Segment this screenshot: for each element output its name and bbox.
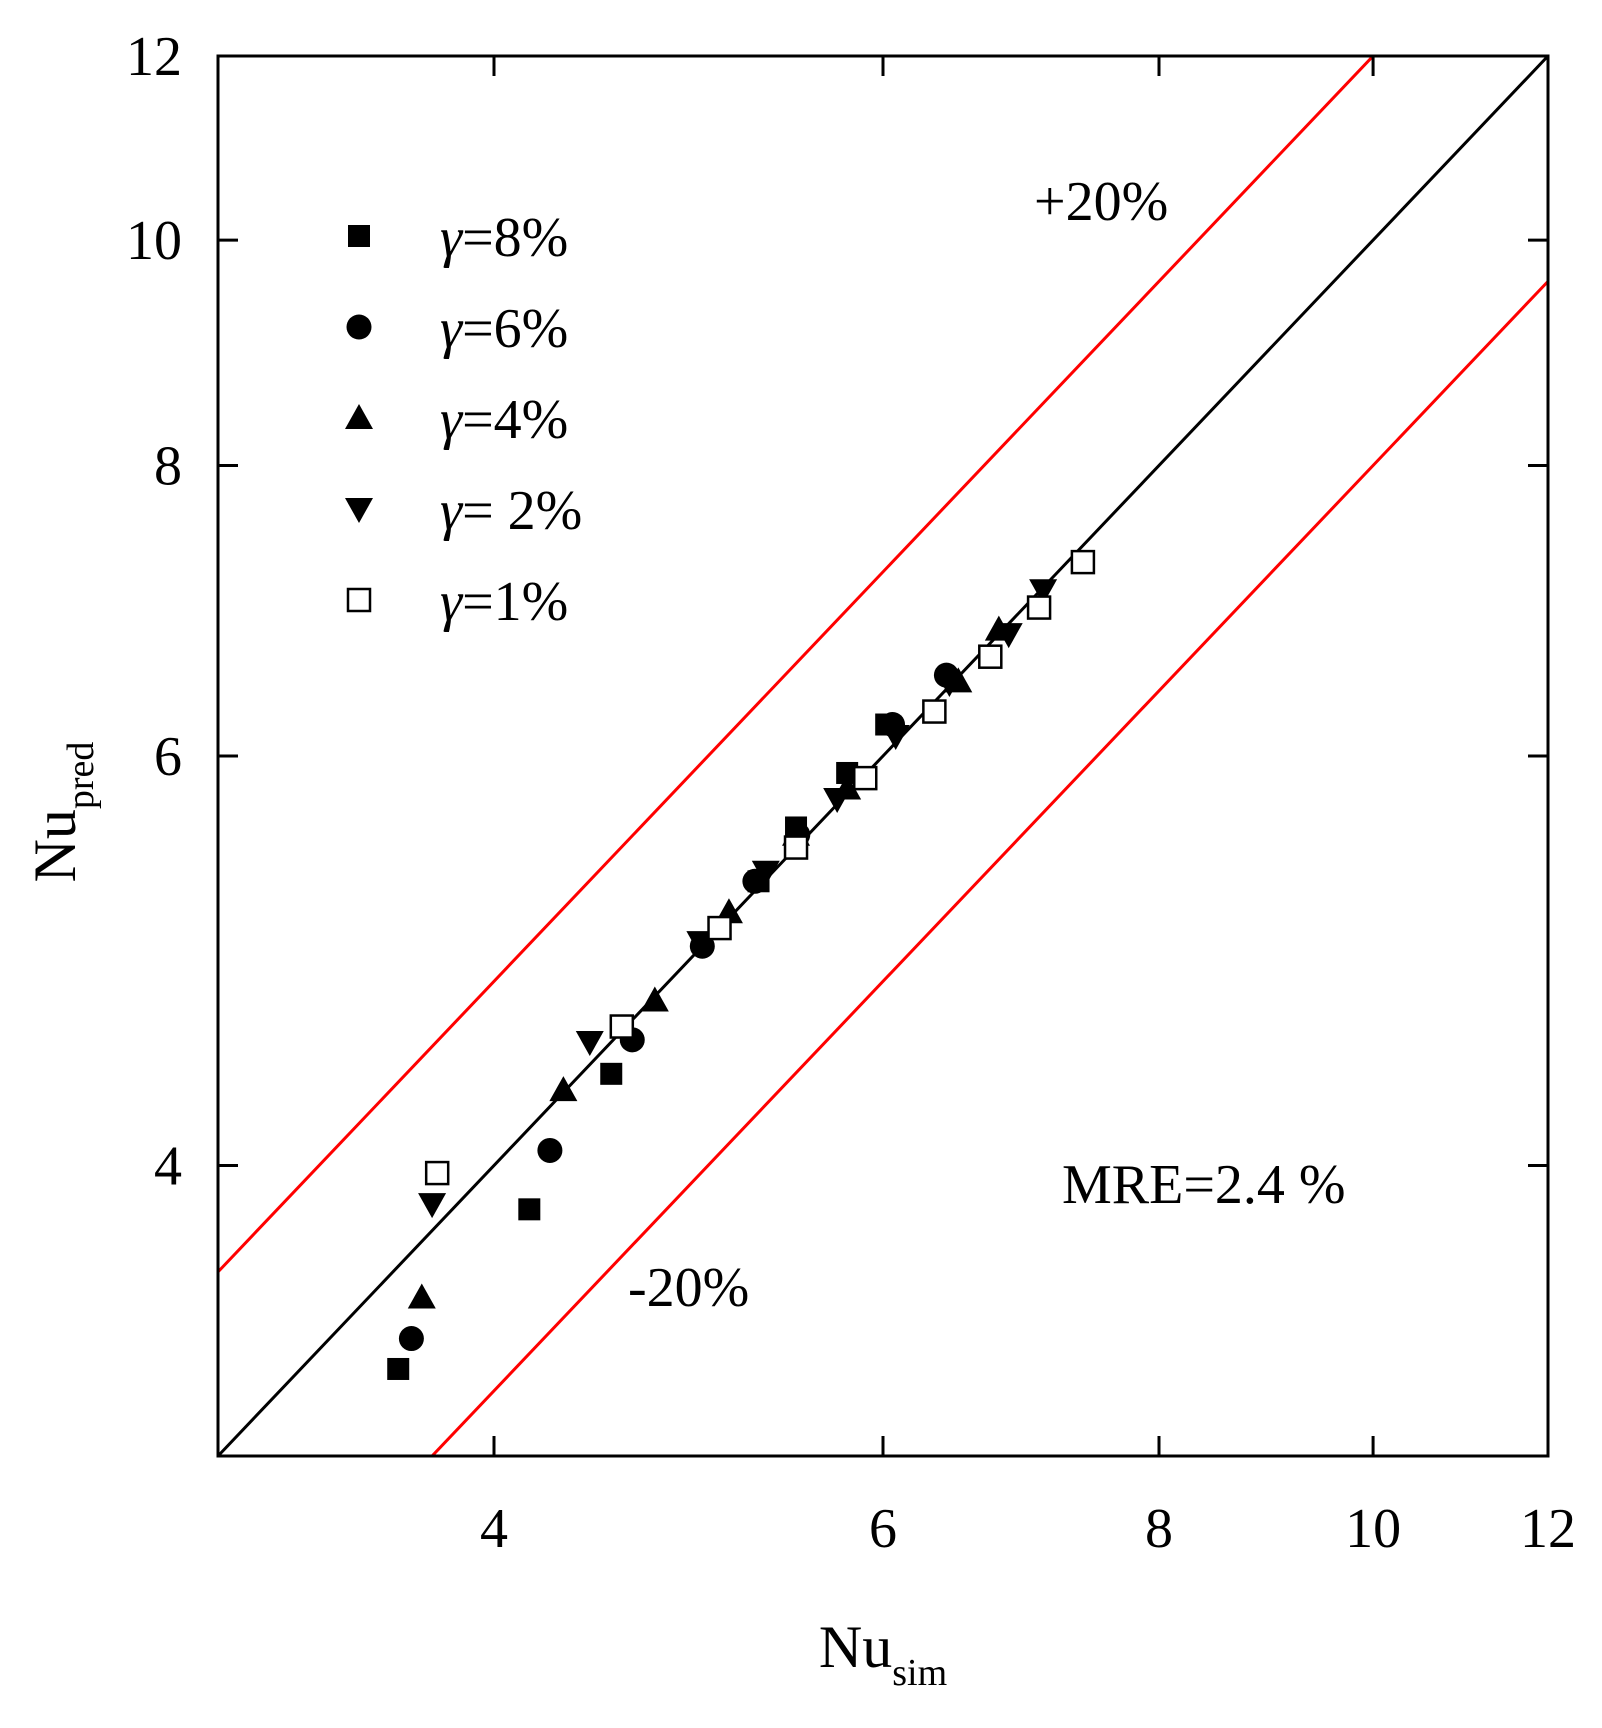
legend-label-1: γ=8% — [440, 207, 568, 269]
data-point-series-4 — [823, 787, 852, 813]
axis-ticks: 4 6 8 10 12 4 6 8 10 12 — [126, 26, 1576, 1560]
legend-marker-5 — [346, 587, 372, 613]
data-point-series-1 — [600, 1062, 623, 1085]
data-point-series-4 — [935, 671, 964, 697]
legend: γ=8% γ=6% γ=4% γ= 2% γ=1% — [345, 207, 582, 633]
y-tick-label: 10 — [126, 210, 182, 272]
y-tick-label: 8 — [154, 435, 182, 497]
y-tick-label: 6 — [154, 726, 182, 788]
data-point-series-4 — [751, 860, 780, 886]
mre-annotation: MRE=2.4 % — [1062, 1154, 1346, 1216]
upper-bound-label: +20% — [1034, 171, 1168, 233]
data-point-series-3 — [549, 1076, 578, 1102]
data-point-series-5 — [922, 699, 947, 724]
legend-marker-3 — [345, 404, 373, 429]
data-points — [387, 549, 1096, 1380]
reference-line-parity — [218, 56, 1548, 1456]
data-point-series-4 — [994, 623, 1023, 649]
data-point-series-5 — [852, 765, 878, 791]
data-point-series-3 — [407, 1283, 436, 1309]
legend-label-5: γ=1% — [440, 571, 568, 633]
legend-marker-1 — [348, 225, 370, 247]
y-axis-title-base: Nu — [22, 809, 88, 882]
legend-marker-4 — [345, 498, 373, 523]
data-point-series-1 — [387, 1357, 410, 1380]
data-point-series-4 — [881, 725, 910, 751]
data-point-series-4 — [418, 1193, 447, 1219]
x-tick-label: 8 — [1145, 1498, 1173, 1560]
y-tick-label: 4 — [154, 1135, 182, 1197]
data-point-series-5 — [1070, 549, 1096, 575]
data-point-series-3 — [640, 986, 669, 1012]
legend-label-2: γ=6% — [440, 298, 568, 360]
data-point-series-5 — [1026, 595, 1052, 620]
data-point-series-2 — [537, 1137, 563, 1163]
x-tick-label: 6 — [869, 1498, 897, 1560]
data-point-series-4 — [1029, 579, 1058, 605]
lower-bound-label: -20% — [628, 1257, 749, 1319]
x-axis-title-sub: sim — [892, 1652, 947, 1694]
data-point-series-5 — [707, 915, 732, 941]
data-point-series-5 — [609, 1014, 635, 1039]
reference-line-minus-20 — [430, 280, 1548, 1456]
x-axis-title: Nusim — [819, 1614, 947, 1694]
data-point-series-2 — [398, 1326, 424, 1352]
legend-label-3: γ=4% — [440, 389, 568, 451]
x-tick-label: 4 — [480, 1498, 508, 1560]
data-point-series-1 — [518, 1198, 541, 1221]
reference-lines — [218, 56, 1548, 1456]
y-axis-title-sub: pred — [60, 742, 102, 810]
x-tick-label: 10 — [1345, 1498, 1401, 1560]
data-point-series-5 — [424, 1160, 450, 1186]
reference-line-plus-20 — [218, 56, 1376, 1273]
data-point-series-5 — [783, 835, 809, 860]
legend-marker-2 — [346, 314, 372, 340]
data-point-series-5 — [978, 644, 1003, 669]
x-axis-title-base: Nu — [819, 1614, 892, 1680]
y-axis-title: Nupred — [22, 742, 102, 883]
legend-label-4: γ= 2% — [440, 480, 582, 542]
data-point-series-1 — [836, 761, 859, 784]
x-tick-label: 12 — [1520, 1498, 1576, 1560]
data-point-series-4 — [575, 1031, 604, 1057]
y-tick-label: 12 — [126, 26, 182, 88]
